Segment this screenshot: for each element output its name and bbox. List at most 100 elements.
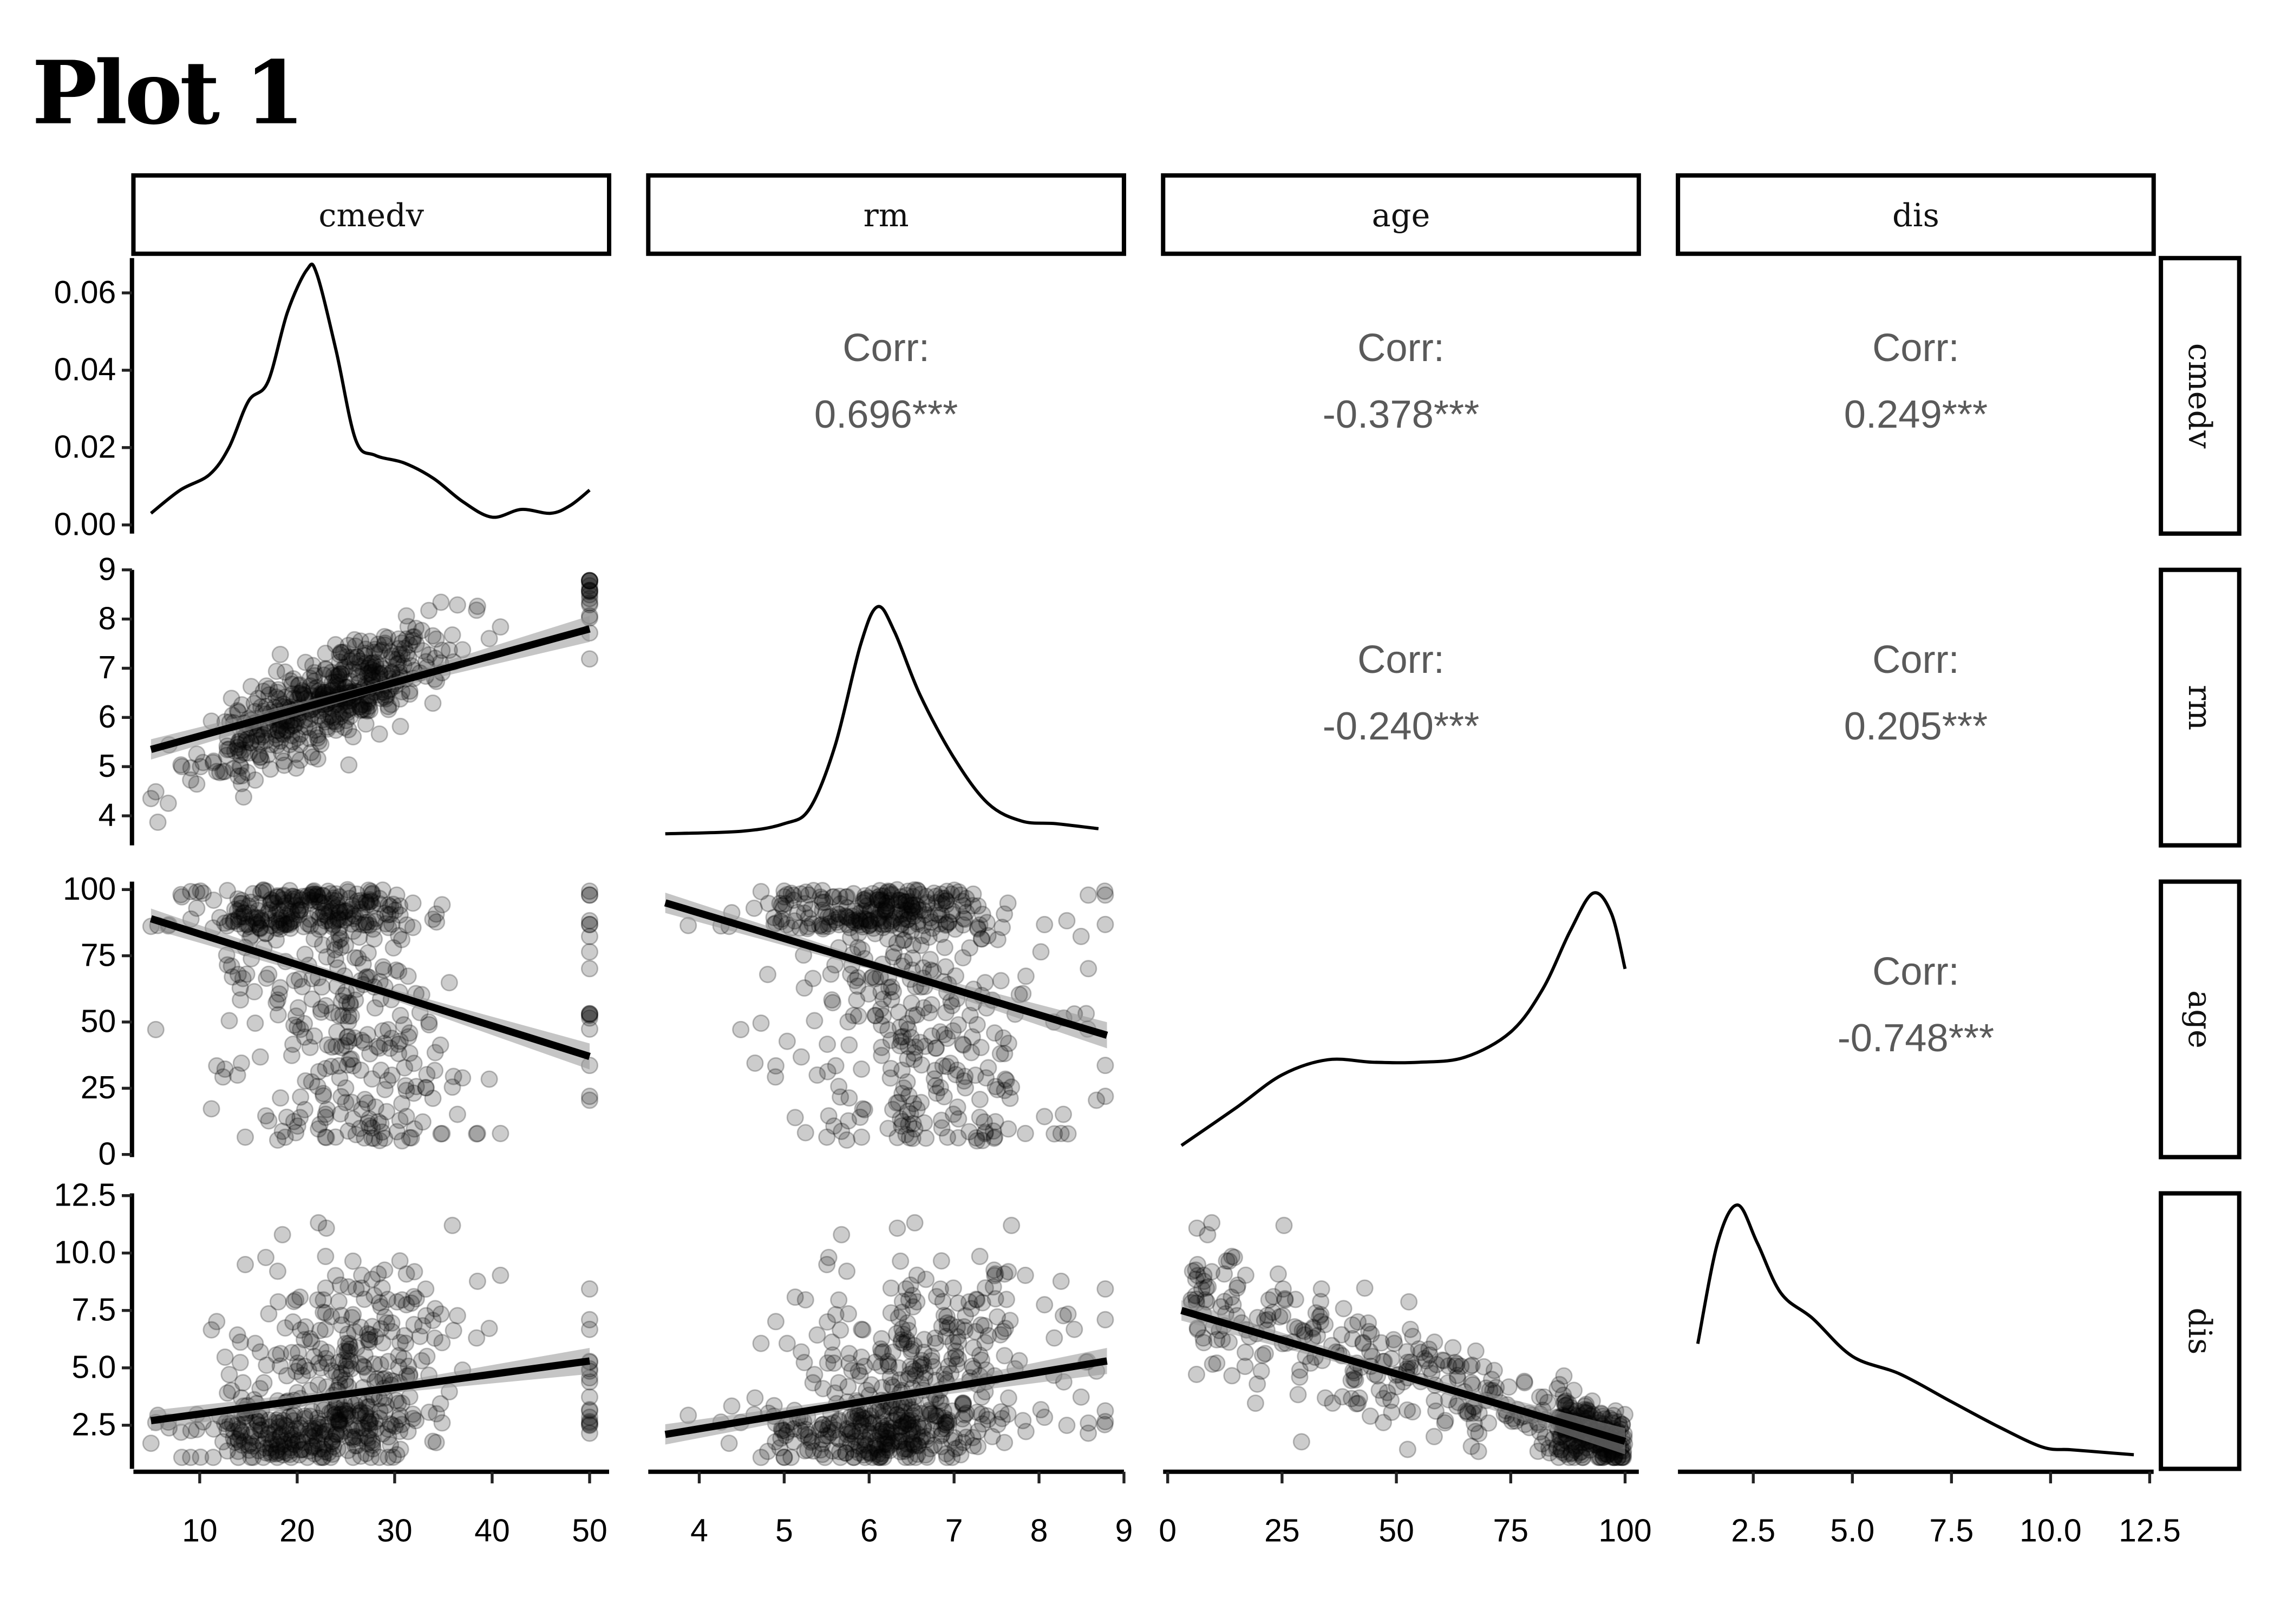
scatter-point-cmedv-age (326, 1128, 344, 1146)
scatter-point-cmedv-rm (283, 726, 301, 744)
scatter-point-cmedv-rm (357, 715, 375, 733)
scatter-point-cmedv-age (234, 904, 253, 922)
scatter-point-rm-dis (752, 1449, 770, 1466)
scatter-point-age-dis (1426, 1392, 1443, 1410)
scatter-point-rm-dis (830, 1374, 848, 1392)
scatter-point-rm-dis (1016, 1266, 1034, 1284)
scatter-point-cmedv-rm (401, 685, 419, 703)
y-tick-label: 7 (99, 650, 116, 685)
scatter-point-cmedv-age (492, 1124, 509, 1142)
scatter-point-rm-age (899, 911, 917, 929)
scatter-point-age-dis (1375, 1390, 1393, 1407)
scatter-point-cmedv-rm (361, 701, 379, 719)
scatter-point-cmedv-dis (358, 1325, 377, 1343)
scatter-point-age-dis (1576, 1397, 1594, 1415)
scatter-point-cmedv-rm (228, 738, 246, 756)
scatter-point-cmedv-rm (289, 677, 308, 695)
scatter-point-rm-age (898, 901, 916, 919)
scatter-point-rm-age (912, 886, 930, 903)
scatter-point-rm-dis (827, 1306, 845, 1324)
scatter-point-rm-age (874, 1007, 892, 1025)
scatter-point-cmedv-age (289, 1018, 306, 1036)
scatter-point-rm-age (814, 901, 832, 919)
scatter-point-rm-age (862, 901, 880, 919)
scatter-point-cmedv-dis (580, 1414, 599, 1432)
scatter-point-cmedv-rm (326, 636, 344, 654)
scatter-point-rm-age (850, 910, 868, 928)
scatter-point-cmedv-rm (355, 663, 373, 680)
scatter-point-cmedv-rm (292, 725, 310, 743)
scatter-point-rm-dis (888, 1219, 906, 1237)
scatter-point-cmedv-age (332, 992, 351, 1011)
scatter-point-cmedv-age (426, 1062, 444, 1079)
scatter-point-cmedv-age (468, 1124, 487, 1142)
scatter-point-cmedv-age (330, 901, 348, 919)
scatter-point-cmedv-age (376, 1034, 394, 1052)
scatter-point-rm-age (933, 889, 951, 907)
scatter-point-cmedv-age (353, 1101, 371, 1118)
scatter-point-cmedv-age (391, 906, 409, 924)
scatter-point-cmedv-age (309, 1077, 326, 1096)
scatter-point-cmedv-age (369, 1113, 387, 1131)
scatter-point-rm-age (902, 1029, 920, 1046)
scatter-point-cmedv-rm (262, 760, 279, 778)
scatter-point-cmedv-age (341, 1050, 358, 1069)
scatter-point-cmedv-dis (443, 1216, 461, 1234)
scatter-point-cmedv-age (398, 916, 416, 934)
scatter-point-cmedv-rm (247, 727, 265, 745)
scatter-point-cmedv-dis (192, 1448, 210, 1466)
scatter-point-cmedv-age (269, 991, 287, 1009)
scatter-point-age-dis (1436, 1414, 1454, 1432)
scatter-point-cmedv-rm (241, 734, 259, 751)
scatter-point-cmedv-age (214, 1068, 232, 1086)
scatter-point-rm-age (795, 904, 813, 922)
scatter-point-rm-dis (1017, 1423, 1035, 1440)
scatter-point-cmedv-age (317, 997, 335, 1014)
scatter-point-rm-age (883, 886, 901, 904)
scatter-point-cmedv-age (311, 893, 329, 911)
scatter-point-rm-age (866, 1006, 884, 1024)
scatter-point-age-dis (1354, 1334, 1372, 1352)
scatter-point-cmedv-age (362, 882, 380, 900)
scatter-point-rm-age (851, 912, 869, 929)
scatter-point-rm-age (992, 972, 1010, 990)
scatter-point-rm-age (978, 914, 996, 932)
scatter-point-rm-age (831, 887, 848, 905)
x-tick-label: 12.5 (2119, 1513, 2181, 1548)
scatter-point-cmedv-age (404, 894, 422, 912)
scatter-point-cmedv-rm (370, 725, 388, 743)
scatter-point-rm-age (893, 1112, 911, 1130)
scatter-point-age-dis (1276, 1290, 1294, 1308)
scatter-point-cmedv-rm (284, 685, 302, 703)
scatter-point-cmedv-rm (319, 708, 337, 726)
scatter-point-cmedv-rm (407, 636, 425, 653)
scatter-point-cmedv-age (345, 1029, 363, 1047)
scatter-point-cmedv-age (284, 1035, 302, 1053)
scatter-point-cmedv-age (338, 881, 356, 899)
corr-label-cmedv-rm: Corr: (842, 326, 930, 370)
scatter-point-rm-age (865, 919, 883, 937)
scatter-point-cmedv-age (238, 965, 256, 983)
scatter-point-cmedv-age (247, 913, 265, 931)
scatter-point-cmedv-rm (284, 670, 303, 688)
scatter-point-rm-age (904, 1129, 922, 1147)
scatter-point-rm-age (773, 910, 791, 928)
scatter-point-rm-age (804, 970, 822, 987)
scatter-point-cmedv-dis (432, 1305, 450, 1323)
scatter-point-cmedv-age (370, 1039, 388, 1057)
scatter-point-cmedv-age (348, 885, 366, 903)
scatter-point-age-dis (1220, 1252, 1238, 1270)
scatter-point-cmedv-age (251, 1048, 269, 1066)
scatter-point-rm-dis (853, 1320, 871, 1338)
scatter-point-rm-dis (996, 1433, 1014, 1451)
scatter-point-rm-age (892, 892, 911, 909)
scatter-point-cmedv-age (267, 906, 285, 924)
scatter-point-rm-age (887, 909, 905, 927)
scatter-point-rm-age (824, 994, 842, 1012)
scatter-point-cmedv-age (266, 894, 284, 912)
scatter-point-cmedv-rm (322, 706, 340, 724)
scatter-point-cmedv-age (342, 1007, 360, 1025)
scatter-point-rm-age (862, 969, 880, 987)
scatter-point-rm-dis (887, 1325, 906, 1343)
scatter-point-cmedv-age (236, 920, 254, 938)
